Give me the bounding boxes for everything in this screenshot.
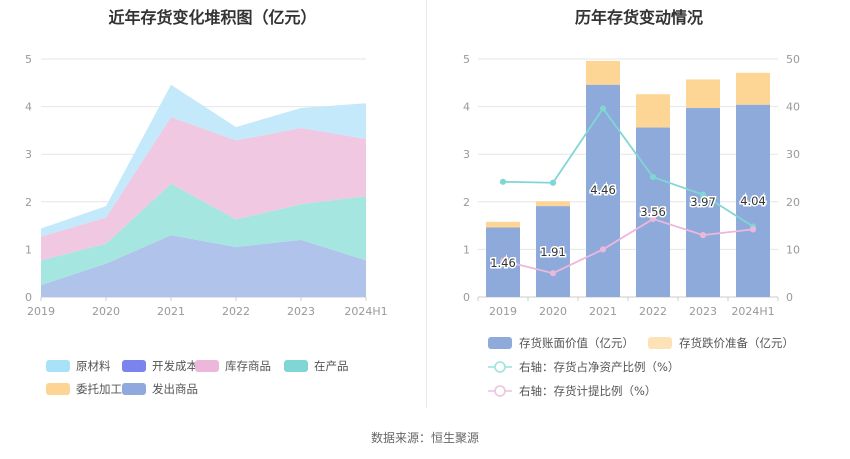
right-chart-title: 历年存货变动情况 — [574, 8, 703, 27]
line-provision-ratio — [502, 217, 754, 275]
y-tick-label: 5 — [25, 53, 32, 66]
y2-tick-label: 30 — [786, 148, 800, 161]
area-原材料 — [41, 84, 366, 237]
bar-impairment — [636, 94, 670, 128]
legend-swatch — [284, 360, 308, 372]
y-tick-label: 2 — [25, 196, 32, 209]
x-tick-label: 2022 — [222, 305, 250, 318]
line-inventory-to-net-assets — [502, 106, 754, 228]
y2-tick-label: 40 — [786, 101, 800, 114]
y-tick-label: 3 — [463, 148, 470, 161]
legend-swatch — [488, 337, 512, 349]
y-tick-label: 4 — [25, 101, 32, 114]
legend-swatch — [46, 360, 70, 372]
legend-swatch — [122, 360, 146, 372]
legend-label: 原材料 — [76, 359, 111, 373]
legend-marker — [494, 361, 506, 373]
y-tick-label: 1 — [25, 243, 32, 256]
line-point — [599, 246, 607, 253]
legend-swatch — [122, 383, 146, 395]
x-tick-label: 2022 — [639, 305, 667, 318]
legend-label: 发出商品 — [152, 382, 198, 396]
line-point — [699, 191, 707, 198]
bar-book-value — [636, 127, 670, 297]
x-tick-label: 2019 — [489, 305, 517, 318]
x-tick-label: 2024H1 — [344, 305, 387, 318]
line-point — [599, 105, 607, 112]
data-label: 1.46 — [490, 256, 516, 270]
line-point — [649, 173, 657, 181]
y2-tick-label: 10 — [786, 243, 800, 256]
y-tick-label: 0 — [463, 291, 470, 304]
y-tick-label: 1 — [463, 243, 470, 256]
bar-impairment — [686, 79, 720, 109]
left-chart-title: 近年存货变化堆积图（亿元） — [108, 8, 317, 27]
area-发出商品 — [41, 235, 366, 297]
legend-label: 库存商品 — [225, 359, 271, 373]
legend-swatch — [195, 360, 219, 372]
panel-divider — [426, 0, 427, 408]
y-tick-label: 3 — [25, 148, 32, 161]
bar-book-value — [536, 206, 570, 297]
stacked-area-chart: 0 1 2 3 4 5 2019 2020 2021 2022 2023 2024H1 原材料 开发成本 库… — [25, 53, 388, 396]
x-tick-label: 2020 — [92, 305, 120, 318]
y-tick-label: 5 — [463, 53, 470, 66]
data-label: 4.04 — [740, 194, 766, 208]
x-tick-label: 2024H1 — [731, 305, 774, 318]
bar-book-value — [736, 104, 770, 297]
data-label: 3.56 — [640, 205, 666, 219]
data-source-note: 数据来源：恒生聚源 — [370, 431, 479, 445]
line-point — [549, 270, 557, 277]
bar-impairment — [736, 72, 770, 105]
line-point — [499, 257, 507, 264]
bar-book-value — [586, 84, 620, 297]
line-point — [699, 232, 707, 239]
bar-line-panel: 历年存货变动情况 0 1 2 3 4 5 0 10 20 30 40 50 2019 2020 2021 20… — [428, 0, 850, 410]
legend-label: 在产品 — [314, 359, 349, 373]
bar-impairment — [536, 201, 570, 207]
y-tick-label: 0 — [25, 291, 32, 304]
legend-label: 右轴：存货计提比例（%） — [519, 384, 656, 398]
data-label: 3.97 — [690, 195, 716, 209]
legend-label: 存货跌价准备（亿元） — [679, 336, 794, 350]
x-tick-label: 2021 — [157, 305, 185, 318]
x-tick-label: 2023 — [689, 305, 717, 318]
legend-label: 开发成本 — [152, 359, 198, 373]
bar-impairment — [586, 60, 620, 85]
y2-tick-label: 0 — [786, 291, 793, 304]
line-point — [749, 226, 757, 233]
legend-label: 存货账面价值（亿元） — [519, 336, 634, 350]
line-point — [549, 179, 557, 186]
x-tick-label: 2020 — [539, 305, 567, 318]
bar-impairment — [486, 221, 520, 228]
x-tick-label: 2023 — [287, 305, 315, 318]
data-label: 4.46 — [590, 183, 616, 197]
area-在产品 — [41, 183, 366, 286]
y-tick-label: 4 — [463, 101, 470, 114]
area-库存商品 — [41, 117, 366, 261]
x-tick-label: 2021 — [589, 305, 617, 318]
line-point — [649, 215, 657, 223]
y2-tick-label: 20 — [786, 196, 800, 209]
y-tick-label: 2 — [463, 196, 470, 209]
line-point — [499, 178, 507, 185]
legend-swatch — [648, 337, 672, 349]
legend-marker — [494, 385, 506, 397]
legend-label: 右轴：存货占净资产比例（%） — [519, 360, 679, 374]
legend-swatch — [46, 383, 70, 395]
y2-tick-label: 50 — [786, 53, 800, 66]
data-label: 1.91 — [540, 245, 566, 259]
stacked-area-panel: 近年存货变化堆积图（亿元） 0 1 2 3 4 5 2019 2020 2021 2022 2023… — [0, 0, 425, 410]
x-tick-label: 2019 — [27, 305, 55, 318]
